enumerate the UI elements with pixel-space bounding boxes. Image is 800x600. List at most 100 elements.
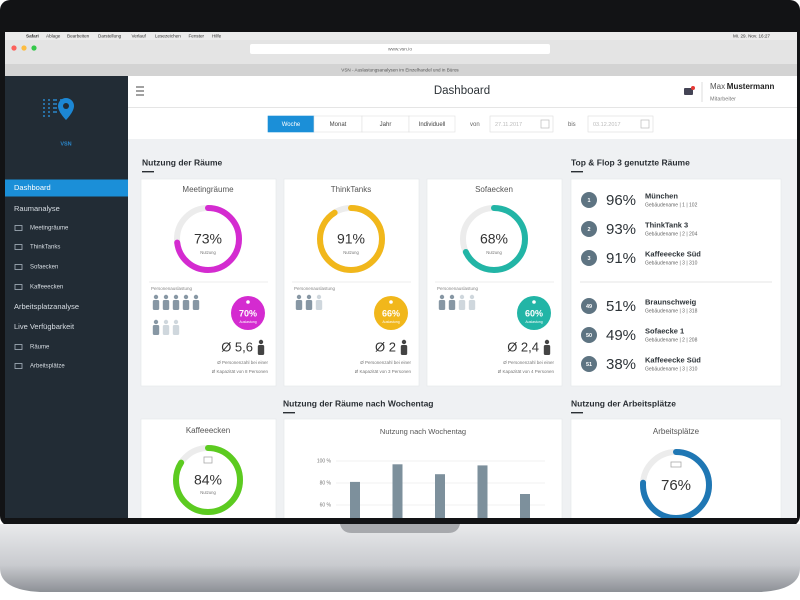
- avg-persons: Ø 5,6: [221, 339, 253, 354]
- menu-item[interactable]: Darstellung: [98, 33, 122, 38]
- occupancy-caption: Auslastung: [525, 320, 542, 324]
- card: [283, 418, 563, 518]
- logo-dot: [43, 115, 45, 117]
- card: [140, 418, 277, 518]
- room-name: Sofaecke 1: [645, 326, 684, 335]
- user-first-name: Max: [710, 82, 725, 91]
- menu-item[interactable]: Bearbeiten: [67, 33, 90, 38]
- sidebar: [5, 76, 128, 518]
- rank-percent: 49%: [606, 327, 636, 344]
- y-tick-label: 100 %: [317, 458, 332, 464]
- logo-dot: [48, 115, 50, 117]
- person-body: [152, 300, 160, 310]
- nav-item[interactable]: ThinkTanks: [30, 245, 60, 251]
- gauge-value: 84%: [194, 472, 222, 488]
- occupancy-value: 70%: [239, 308, 257, 318]
- calendar-icon: [640, 119, 650, 129]
- occupancy-value: 66%: [382, 308, 400, 318]
- nav-item[interactable]: Meetingräume: [30, 226, 69, 232]
- logo-pin-hole: [63, 103, 69, 109]
- logo-dot: [53, 103, 55, 105]
- avg-persons: Ø 2,4: [507, 339, 539, 354]
- card-title: Sofaecken: [475, 185, 513, 194]
- person-body: [162, 325, 170, 335]
- nav-item[interactable]: Arbeitsplatzanalyse: [14, 302, 79, 311]
- rank-number: 49: [586, 304, 592, 310]
- laptop-base: [0, 524, 800, 592]
- menu-item[interactable]: Lesezeichen: [155, 33, 181, 38]
- nav-item[interactable]: Räume: [30, 345, 50, 351]
- avg-note: Ø Kapazität von 3 Personen: [355, 369, 412, 374]
- person-body: [438, 300, 446, 310]
- room-detail: Gebäudename | 2 | 204: [645, 231, 698, 237]
- period-label[interactable]: Woche: [282, 122, 301, 128]
- nav-item[interactable]: Dashboard: [14, 183, 51, 192]
- period-button[interactable]: [408, 115, 456, 133]
- occupancy-badge: [517, 296, 551, 330]
- avg-note: Ø Kapazität von 4 Personen: [498, 369, 555, 374]
- section-title: Nutzung der Arbeitsplätze: [571, 398, 676, 408]
- nav-icon: [14, 225, 23, 231]
- room-name: München: [645, 191, 678, 200]
- logo-dot: [53, 111, 55, 113]
- person-head: [401, 339, 407, 345]
- nav-item[interactable]: Arbeitsplätze: [30, 364, 65, 370]
- logo-dot: [55, 107, 57, 109]
- gauge-caption: Nutzung: [486, 250, 502, 255]
- section-underline: [283, 412, 295, 414]
- period-label[interactable]: Monat: [330, 122, 347, 128]
- bar: [520, 494, 530, 518]
- menu-app[interactable]: Safari: [26, 33, 39, 38]
- nav-item[interactable]: Sofaecken: [30, 265, 58, 271]
- date-from[interactable]: [489, 115, 554, 133]
- address-bar[interactable]: [250, 44, 550, 54]
- gauge-caption: Nutzung: [343, 250, 359, 255]
- logo-dot: [55, 111, 57, 113]
- section-title: Nutzung der Räume nach Wochentag: [283, 398, 434, 408]
- window-button[interactable]: [31, 45, 37, 51]
- person-body: [152, 325, 160, 335]
- logo-dot: [48, 111, 50, 113]
- period-label[interactable]: Individuell: [419, 122, 446, 128]
- nav-item[interactable]: Live Verfügbarkeit: [14, 322, 75, 331]
- menu-item[interactable]: Ablage: [46, 33, 61, 38]
- person-head: [459, 294, 465, 300]
- nav-item[interactable]: Raumanalyse: [14, 204, 60, 213]
- person-head: [258, 339, 264, 345]
- nav-item[interactable]: Kaffeeecken: [30, 285, 63, 291]
- calendar-icon: [540, 119, 550, 129]
- section-underline: [571, 412, 583, 414]
- rank-number: 50: [586, 333, 592, 339]
- occupancy-caption: Auslastung: [382, 320, 399, 324]
- window-button[interactable]: [11, 45, 17, 51]
- date-to[interactable]: [587, 115, 654, 133]
- section-title: Top & Flop 3 genutzte Räume: [571, 157, 690, 167]
- y-tick-label: 80 %: [320, 480, 332, 486]
- occupancy-title: Personenauslastung: [151, 286, 193, 291]
- menu-item[interactable]: Fenster: [189, 33, 205, 38]
- card: [570, 418, 782, 518]
- menu-item[interactable]: Hilfe: [212, 33, 222, 38]
- window-button[interactable]: [21, 45, 27, 51]
- notch: [340, 524, 460, 533]
- gauge-value: 76%: [661, 477, 691, 494]
- rank-badge: [581, 250, 597, 266]
- logo-dot: [55, 99, 57, 101]
- person-head: [296, 294, 302, 300]
- avg-note: Ø Kapazität von 8 Personen: [212, 369, 269, 374]
- occupancy-badge: [374, 296, 408, 330]
- rank-badge: [581, 221, 597, 237]
- person-head: [469, 294, 475, 300]
- person-head: [163, 319, 169, 325]
- person-body: [162, 300, 170, 310]
- menu-bar: [5, 32, 797, 40]
- logo-dot: [43, 111, 45, 113]
- to-label: bis: [568, 122, 576, 128]
- rank-badge: [581, 356, 597, 372]
- badge-icon: [389, 300, 393, 304]
- menu-item[interactable]: Verlauf: [132, 33, 147, 38]
- person-body: [172, 325, 180, 335]
- period-label[interactable]: Jahr: [380, 122, 392, 128]
- person-head: [449, 294, 455, 300]
